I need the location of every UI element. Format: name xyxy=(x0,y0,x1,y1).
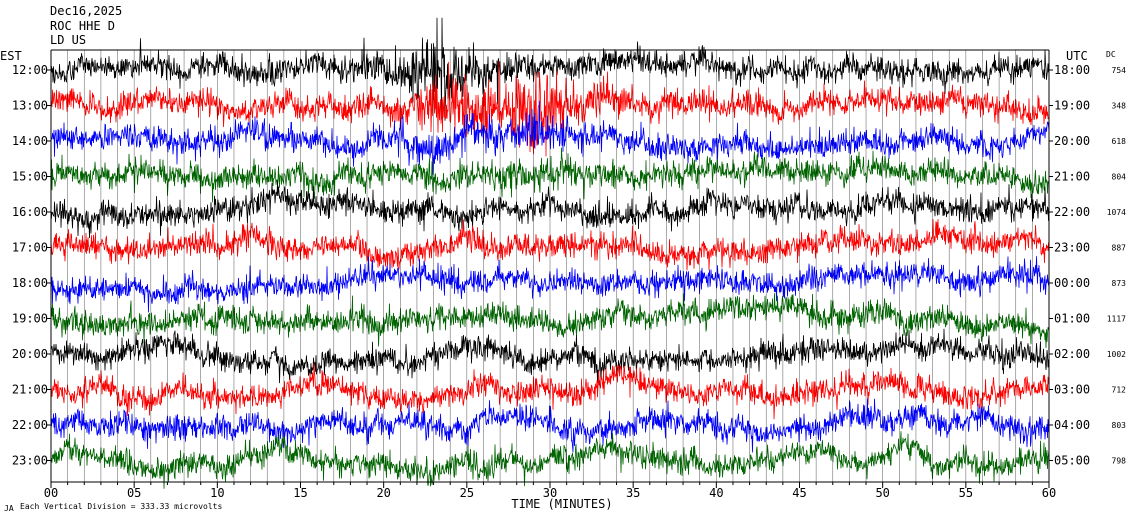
est-time-label: 15:00 xyxy=(12,170,48,184)
x-tick-label: 10 xyxy=(210,486,224,500)
dc-value-label: 798 xyxy=(1112,457,1127,466)
header-date: Dec16,2025 xyxy=(50,4,123,18)
utc-time-label: 03:00 xyxy=(1054,383,1090,397)
x-tick-label: 60 xyxy=(1042,486,1056,500)
x-axis-label: TIME (MINUTES) xyxy=(511,497,612,511)
utc-time-label: 22:00 xyxy=(1054,205,1090,219)
est-time-label: 20:00 xyxy=(12,347,48,361)
x-tick-label: 00 xyxy=(44,486,58,500)
x-tick-label: 55 xyxy=(959,486,973,500)
est-time-label: 18:00 xyxy=(12,276,48,290)
est-time-label: 21:00 xyxy=(12,383,48,397)
est-time-label: 16:00 xyxy=(12,205,48,219)
est-time-label: 17:00 xyxy=(12,241,48,255)
x-tick-label: 35 xyxy=(626,486,640,500)
est-axis-title: EST xyxy=(0,49,22,63)
header-station: ROC HHE D xyxy=(50,19,116,33)
minute-gridlines xyxy=(50,50,1050,482)
utc-time-label: 23:00 xyxy=(1054,241,1090,255)
header-network: LD US xyxy=(50,33,87,47)
utc-time-label: 04:00 xyxy=(1054,418,1090,432)
utc-time-label: 02:00 xyxy=(1054,347,1090,361)
x-tick-label: 30 xyxy=(543,486,557,500)
axes xyxy=(47,49,1053,488)
dc-value-label: 803 xyxy=(1112,421,1127,430)
utc-time-label: 19:00 xyxy=(1054,99,1090,113)
est-time-label: 12:00 xyxy=(12,63,48,77)
x-tick-label: 15 xyxy=(293,486,307,500)
dc-value-label: 1074 xyxy=(1107,208,1126,217)
utc-axis-title: UTC xyxy=(1066,49,1088,63)
est-time-label: 13:00 xyxy=(12,99,48,113)
x-tick-label: 45 xyxy=(792,486,806,500)
dc-value-label: 873 xyxy=(1112,279,1127,288)
logo-icon: JA xyxy=(4,504,14,513)
dc-value-label: 804 xyxy=(1112,173,1127,182)
x-tick-label: 05 xyxy=(127,486,141,500)
utc-time-label: 00:00 xyxy=(1054,276,1090,290)
est-time-label: 22:00 xyxy=(12,418,48,432)
dc-value-label: 712 xyxy=(1112,386,1127,395)
x-tick-label: 20 xyxy=(376,486,390,500)
est-time-label: 19:00 xyxy=(12,312,48,326)
dc-value-label: 754 xyxy=(1112,66,1127,75)
dc-value-label: 348 xyxy=(1112,102,1127,111)
dc-title: DC xyxy=(1106,50,1116,59)
x-tick-label: 50 xyxy=(875,486,889,500)
utc-time-label: 21:00 xyxy=(1054,170,1090,184)
utc-time-label: 05:00 xyxy=(1054,454,1090,468)
x-tick-label: 25 xyxy=(460,486,474,500)
axis-labels: EST UTC DC 12:00 18:00 754 13:00 19:00 348 14:00 2… xyxy=(0,49,1126,511)
utc-time-label: 18:00 xyxy=(1054,63,1090,77)
dc-value-label: 618 xyxy=(1112,137,1127,146)
est-time-label: 23:00 xyxy=(12,454,48,468)
dc-value-label: 887 xyxy=(1112,244,1127,253)
dc-value-label: 1117 xyxy=(1107,315,1126,324)
utc-time-label: 20:00 xyxy=(1054,134,1090,148)
est-time-label: 14:00 xyxy=(12,134,48,148)
utc-time-label: 01:00 xyxy=(1054,312,1090,326)
dc-value-label: 1002 xyxy=(1107,350,1126,359)
scale-note: Each Vertical Division = 333.33 microvol… xyxy=(20,502,223,511)
x-tick-label: 40 xyxy=(709,486,723,500)
